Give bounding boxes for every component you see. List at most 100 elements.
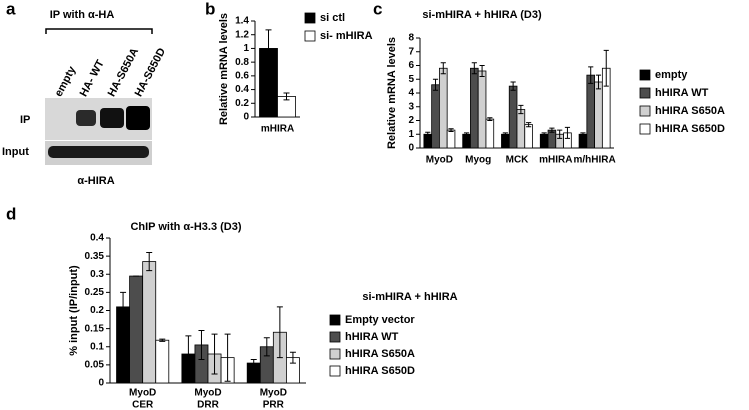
error-bar — [518, 104, 524, 115]
y-tick-label: 0.05 — [85, 360, 105, 371]
legend-label: hHIRA WT — [345, 331, 399, 343]
legend-swatch — [329, 314, 341, 326]
error-bar — [159, 338, 166, 342]
y-tick-label: 1 — [243, 43, 249, 54]
y-tick-label: 0.4 — [90, 233, 104, 244]
x-tick-label: PRR — [263, 400, 285, 410]
x-tick-label: m/hHIRA — [573, 155, 615, 166]
bar — [539, 133, 549, 149]
x-tick-label: MyoD — [194, 388, 221, 399]
error-bar — [283, 92, 290, 101]
error-bar — [479, 65, 485, 77]
legend-title: si-mHIRA + hHIRA — [362, 291, 457, 303]
bar — [477, 70, 487, 149]
y-tick-label: 4 — [408, 88, 414, 99]
row-label: IP — [20, 114, 30, 126]
y-axis-label: Relative mRNA levels — [218, 13, 230, 125]
legend-label: hHIRA S650A — [655, 105, 725, 117]
y-tick-label: 2 — [408, 115, 414, 126]
y-tick-label: 0.2 — [235, 98, 249, 109]
bar — [470, 67, 479, 149]
bar — [501, 133, 510, 149]
band — [126, 106, 150, 130]
legend-swatch — [329, 365, 341, 377]
error-bar — [425, 131, 431, 137]
y-tick-label: 0.35 — [85, 251, 105, 262]
bar — [431, 84, 440, 149]
band — [76, 110, 96, 126]
y-tick-label: 0 — [408, 143, 414, 154]
chart-title: ChIP with α-H3.3 (D3) — [130, 221, 241, 233]
y-axis-label: Relative mRNA levels — [386, 37, 398, 149]
bar — [578, 133, 588, 149]
bar — [524, 124, 533, 149]
legend-label: si ctl — [320, 12, 345, 24]
error-bar — [557, 129, 563, 139]
y-tick-label: 0.2 — [90, 305, 104, 316]
error-bar — [564, 126, 571, 139]
lane-label: HA- WT — [78, 58, 107, 99]
legend-swatch — [639, 105, 651, 117]
bar — [446, 129, 456, 149]
legend-swatch — [329, 331, 341, 343]
y-tick-label: 5 — [408, 74, 414, 85]
error-bar — [276, 306, 283, 359]
error-bar — [549, 127, 555, 133]
y-tick-label: 1.2 — [235, 29, 249, 40]
x-tick-label: DRR — [197, 400, 219, 410]
error-bar — [580, 132, 586, 137]
bar — [547, 129, 557, 149]
y-tick-label: 1 — [408, 129, 414, 140]
blot-header: IP with α-HA — [50, 9, 115, 21]
error-bar — [289, 351, 296, 364]
y-tick-label: 0.6 — [235, 70, 249, 81]
y-tick-label: 1.4 — [235, 16, 249, 27]
bar — [508, 85, 518, 149]
error-bar — [263, 337, 270, 357]
error-bar — [541, 132, 547, 137]
y-tick-label: 0 — [98, 378, 104, 389]
y-tick-label: 0.3 — [90, 269, 104, 280]
panel-label: d — [6, 204, 16, 223]
error-bar — [595, 74, 602, 90]
legend-label: empty — [655, 69, 688, 81]
band — [48, 146, 149, 158]
row-label: Input — [2, 146, 29, 158]
error-bar — [526, 122, 532, 128]
y-tick-label: 3 — [408, 101, 414, 112]
error-bar — [198, 329, 205, 360]
error-bar — [120, 291, 127, 322]
legend-swatch — [304, 12, 316, 24]
y-tick-label: 0.25 — [85, 287, 105, 298]
bar — [142, 261, 157, 384]
y-tick-label: 0.4 — [235, 84, 249, 95]
bar — [438, 67, 448, 149]
error-bar — [265, 29, 272, 68]
legend-swatch — [304, 30, 316, 42]
error-bar — [487, 117, 493, 121]
legend-label: hHIRA S650A — [345, 348, 415, 360]
panel-label: b — [205, 0, 215, 18]
band — [100, 108, 124, 128]
x-tick-label: mHIRA — [539, 155, 572, 166]
error-bar — [250, 358, 257, 368]
lane-label: empty — [53, 64, 79, 99]
legend-swatch — [639, 87, 651, 99]
x-tick-label: MCK — [506, 155, 530, 166]
error-bar — [440, 62, 446, 75]
panel-label: c — [373, 0, 382, 18]
panel-label: a — [6, 0, 16, 18]
legend-swatch — [329, 348, 341, 360]
blot-footer: α-HIRA — [77, 175, 114, 187]
error-bar — [224, 333, 231, 382]
x-tick-label: MyoD — [260, 388, 287, 399]
error-bar — [432, 78, 439, 91]
error-bar — [510, 81, 516, 91]
y-tick-label: 0 — [243, 112, 249, 123]
bracket — [45, 28, 153, 34]
y-tick-label: 0.15 — [85, 323, 105, 334]
bar — [155, 339, 170, 384]
legend-swatch — [639, 123, 651, 135]
panel-a: a IP with α-HA empty HA- WT HA-S650A HA-… — [2, 0, 168, 187]
legend-swatch — [639, 69, 651, 81]
